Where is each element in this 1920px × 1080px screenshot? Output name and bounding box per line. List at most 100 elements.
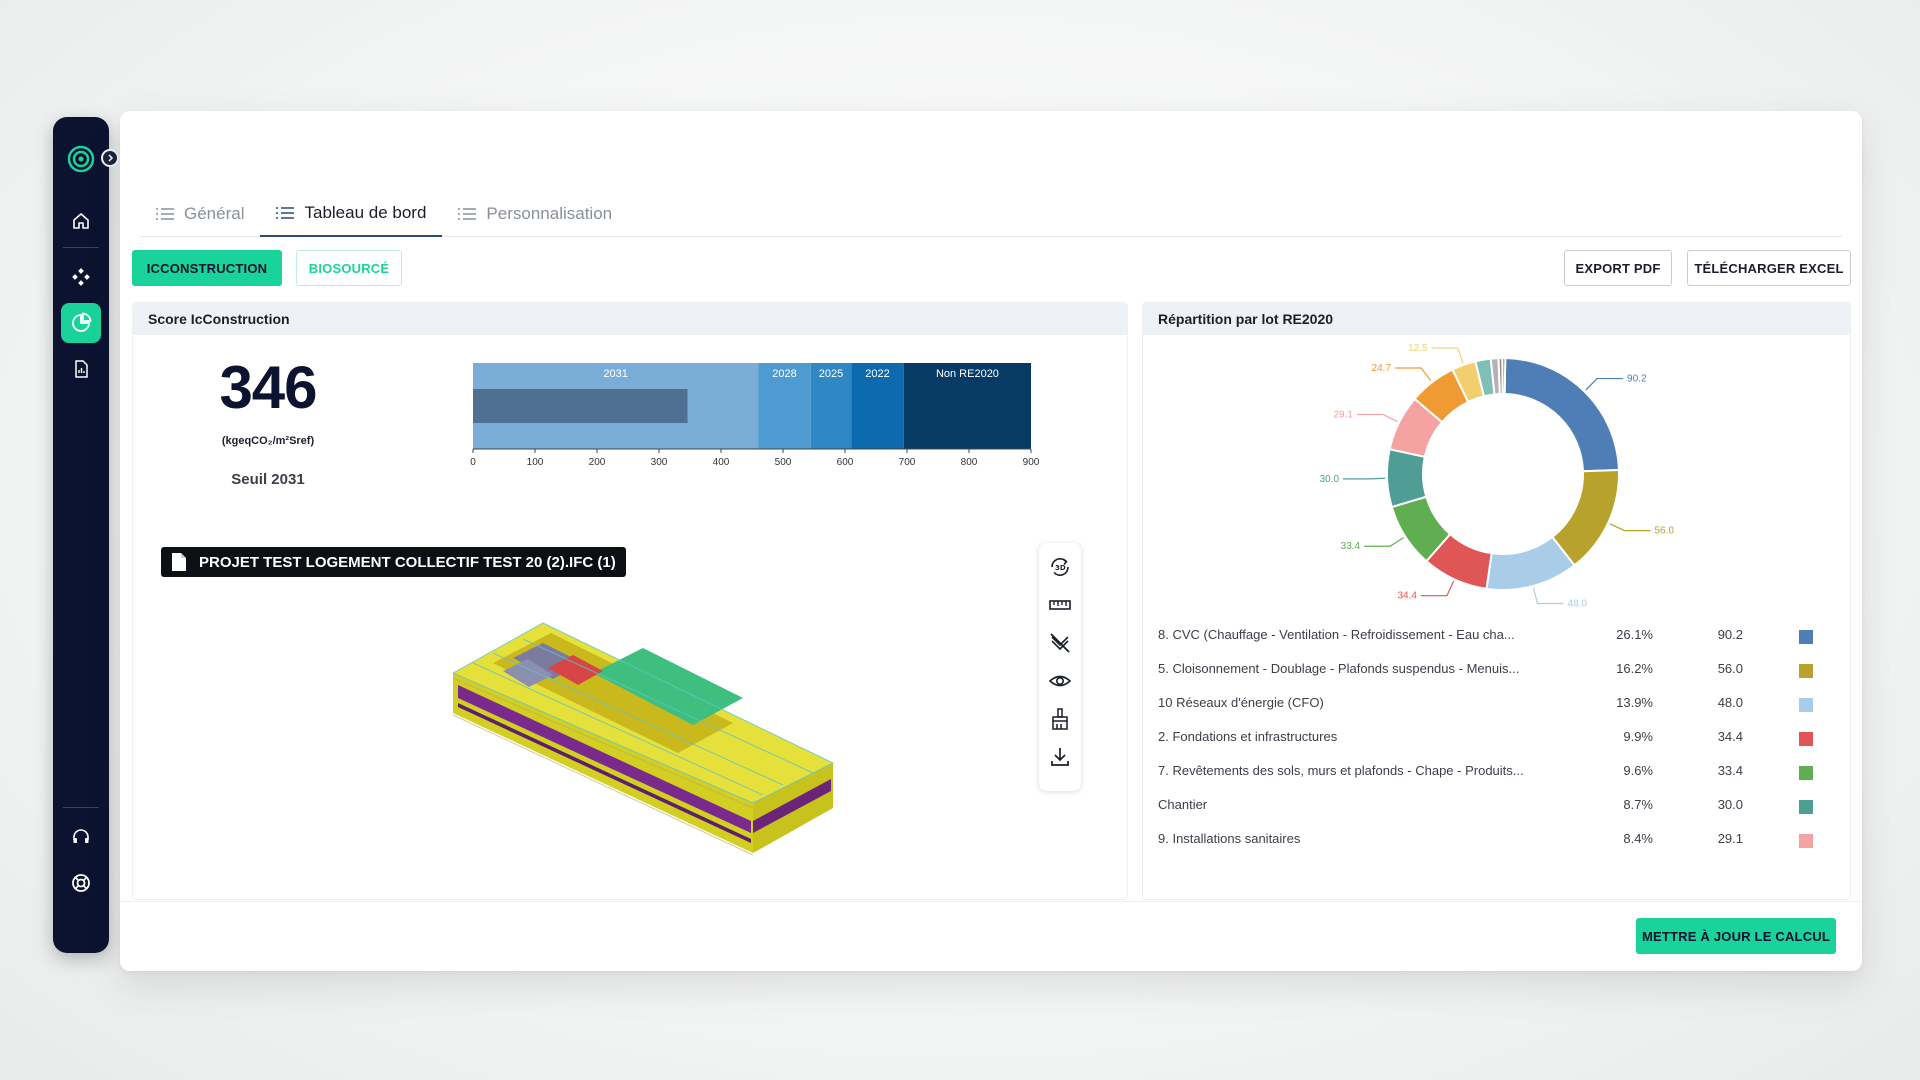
legend-color-swatch <box>1799 800 1813 814</box>
threshold-zone-label: 2025 <box>819 368 843 380</box>
legend-value: 30.0 <box>1717 797 1743 812</box>
legend-percent: 9.9% <box>1623 729 1653 744</box>
x-tick-label: 200 <box>589 457 606 468</box>
score-unit: (kgeqCO₂/m²Sref) <box>221 435 315 447</box>
donut-value-label: 90.2 <box>1627 374 1647 385</box>
biosource-button[interactable]: BIOSOURCÉ <box>296 250 402 286</box>
components-icon <box>72 268 90 286</box>
clear-button[interactable] <box>1048 707 1072 731</box>
legend-value: 56.0 <box>1717 661 1743 676</box>
brush-icon <box>1052 708 1068 730</box>
threshold-zone-2022 <box>851 363 904 449</box>
legend-row[interactable]: 5. Cloisonnement - Doublage - Plafonds s… <box>1143 653 1850 687</box>
building-3d-model[interactable] <box>433 603 873 900</box>
donut-label-line <box>1585 377 1624 391</box>
legend-row[interactable]: 7. Revêtements des sols, murs et plafond… <box>1143 755 1850 789</box>
legend-color-swatch <box>1799 630 1813 644</box>
update-calculation-button[interactable]: METTRE À JOUR LE CALCUL <box>1636 918 1836 954</box>
donut-value-label: 30.0 <box>1320 474 1340 485</box>
legend-percent: 26.1% <box>1616 627 1653 642</box>
lifebuoy-icon <box>72 874 90 892</box>
legend-row[interactable]: 8. CVC (Chauffage - Ventilation - Refroi… <box>1143 619 1850 653</box>
rotate-3d-icon: 3D <box>1051 557 1069 577</box>
sidebar-item-reports[interactable] <box>61 349 101 389</box>
legend-value: 34.4 <box>1717 729 1743 744</box>
footer-bar: METTRE À JOUR LE CALCUL <box>120 901 1862 971</box>
threshold-zone-2025 <box>810 363 852 449</box>
measure-button[interactable] <box>1048 593 1072 617</box>
threshold-zone-label: 2022 <box>865 368 889 380</box>
legend-lot-name: 9. Installations sanitaires <box>1158 831 1301 846</box>
icconstruction-button[interactable]: ICCONSTRUCTION <box>132 250 282 286</box>
main-panel: Général Tableau de bord Personnalisation… <box>120 111 1862 971</box>
legend-percent: 8.4% <box>1623 831 1653 846</box>
legend-lot-name: Chantier <box>1158 797 1208 812</box>
headset-icon <box>73 829 89 843</box>
score-bar <box>473 389 688 423</box>
file-icon <box>172 553 186 571</box>
list-icon <box>276 207 295 219</box>
legend-value: 33.4 <box>1717 763 1743 778</box>
donut-label-line <box>1356 413 1398 423</box>
tab-dashboard[interactable]: Tableau de bord <box>260 191 443 237</box>
tab-general[interactable]: Général <box>140 191 260 237</box>
legend-lot-name: 8. CVC (Chauffage - Ventilation - Refroi… <box>1158 627 1515 642</box>
legend-color-swatch <box>1799 834 1813 848</box>
legend-lot-name: 10 Réseaux d'énergie (CFO) <box>1158 695 1324 710</box>
sidebar-item-analysis[interactable] <box>61 303 101 343</box>
donut-value-label: 29.1 <box>1333 409 1353 420</box>
sidebar-divider <box>63 807 99 808</box>
legend-row[interactable]: 2. Fondations et infrastructures 9.9% 34.4 <box>1143 721 1850 755</box>
app-logo-icon[interactable] <box>67 145 95 173</box>
sidebar-item-help[interactable] <box>61 863 101 903</box>
score-card: Score IcConstruction 346 (kgeqCO₂/m²Sref… <box>132 302 1128 900</box>
legend-lot-name: 7. Revêtements des sols, murs et plafond… <box>1158 763 1524 778</box>
donut-slice[interactable] <box>1386 447 1428 509</box>
threshold-zone-non-re2020 <box>903 363 1031 449</box>
sidebar-expand-button[interactable] <box>101 149 119 167</box>
donut-label-line <box>1420 580 1455 597</box>
x-tick-label: 100 <box>527 457 544 468</box>
donut-label-line <box>1364 537 1404 547</box>
show-all-button[interactable] <box>1048 669 1072 693</box>
rotate-3d-button[interactable]: 3D <box>1048 555 1072 579</box>
score-card-title: Score IcConstruction <box>133 303 1127 335</box>
legend-row[interactable]: 9. Installations sanitaires 8.4% 29.1 <box>1143 823 1850 857</box>
sidebar-item-home[interactable] <box>61 201 101 241</box>
donut-label-line <box>1343 477 1386 480</box>
download-excel-button[interactable]: TÉLÉCHARGER EXCEL <box>1687 250 1851 286</box>
threshold-zone-label: 2028 <box>772 368 796 380</box>
tab-personnalisation[interactable]: Personnalisation <box>442 191 628 237</box>
legend-color-swatch <box>1799 698 1813 712</box>
pie-chart-icon <box>72 312 92 332</box>
legend-row[interactable]: Chantier 8.7% 30.0 <box>1143 789 1850 823</box>
threshold-zone-2028 <box>758 363 811 449</box>
legend-percent: 9.6% <box>1623 763 1653 778</box>
sidebar-item-components[interactable] <box>61 257 101 297</box>
sidebar-item-support[interactable] <box>61 817 101 857</box>
legend-row[interactable]: 10 Réseaux d'énergie (CFO) 13.9% 48.0 <box>1143 687 1850 721</box>
x-tick-label: 800 <box>961 457 978 468</box>
download-model-button[interactable] <box>1048 745 1072 769</box>
list-icon <box>156 208 174 220</box>
x-tick-label: 300 <box>651 457 668 468</box>
repartition-donut-chart: 90.2 56.0 48.0 34.4 33.4 30.0 29.1 24.7 12.5 <box>1320 343 1675 609</box>
tab-bar: Général Tableau de bord Personnalisation <box>140 191 1842 237</box>
hide-selection-button[interactable] <box>1048 631 1072 655</box>
x-tick-label: 900 <box>1023 457 1040 468</box>
home-icon <box>73 213 89 229</box>
donut-label-line <box>1395 367 1432 382</box>
score-threshold-chart: 2031 2028 2025 2022 Non RE2020 0 100 200 300 400 5… <box>470 363 1040 468</box>
x-tick-label: 0 <box>470 457 476 468</box>
legend-percent: 16.2% <box>1616 661 1653 676</box>
donut-label-line <box>1431 347 1464 364</box>
x-tick-label: 600 <box>837 457 854 468</box>
donut-slice[interactable] <box>1503 357 1620 473</box>
legend-color-swatch <box>1799 766 1813 780</box>
threshold-zone-label: Non RE2020 <box>936 368 999 380</box>
legend-value: 48.0 <box>1717 695 1743 710</box>
export-pdf-button[interactable]: EXPORT PDF <box>1564 250 1672 286</box>
donut-slice[interactable] <box>1501 357 1507 396</box>
x-tick-label: 500 <box>775 457 792 468</box>
legend-color-swatch <box>1799 732 1813 746</box>
